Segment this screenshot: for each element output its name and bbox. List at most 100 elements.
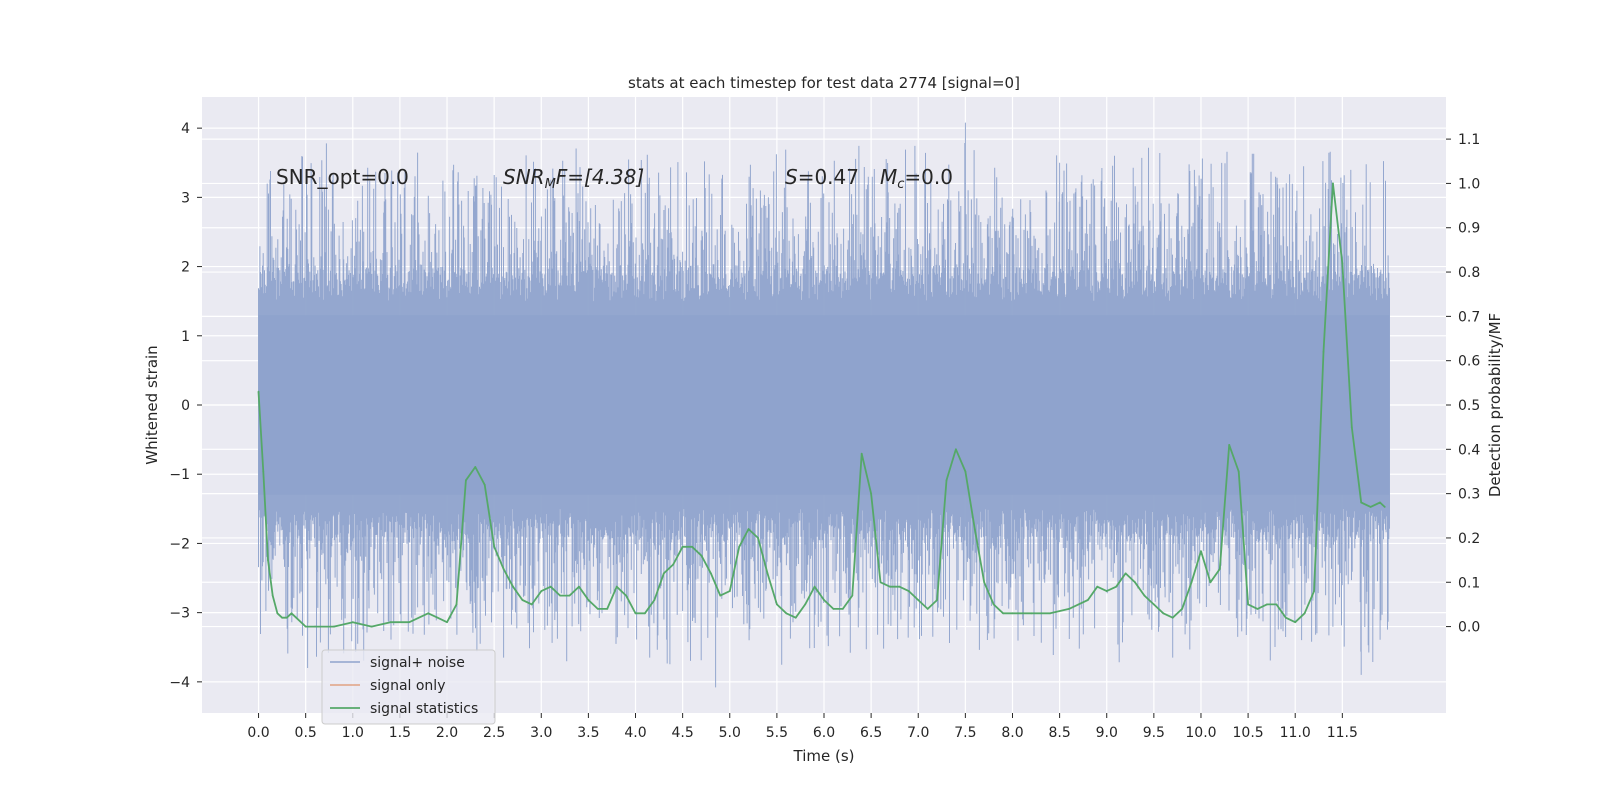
legend-box: [321, 649, 496, 725]
y-right-axis-label: Detection probability/MF: [1486, 313, 1504, 497]
x-axis-label: Time (s): [793, 747, 855, 765]
y-right-tick-label: 0.2: [1458, 531, 1480, 547]
signal-statistics-series: [257, 182, 1386, 628]
signal-statistics-point: [1266, 603, 1268, 606]
signal-statistics-point: [1383, 506, 1386, 508]
y-left-tick-label: −2: [169, 536, 190, 552]
signal-statistics-point: [276, 612, 279, 615]
signal-statistics-point: [1143, 594, 1146, 597]
signal-statistics-point: [464, 479, 467, 482]
signal-statistics-point: [973, 528, 976, 530]
x-tick-label: 8.0: [1001, 725, 1023, 741]
signal-statistics-point: [257, 390, 260, 393]
signal-statistics-point: [1379, 501, 1381, 504]
signal-statistics-point: [1030, 612, 1033, 615]
x-tick-label: 5.0: [719, 725, 741, 741]
annotation-snr-mf: SNRMF=[4.38]: [503, 165, 644, 192]
signal-statistics-point: [455, 603, 458, 606]
signal-statistics-point: [625, 594, 627, 597]
signal-statistics-point: [917, 599, 920, 601]
signal-statistics-point: [1369, 506, 1372, 508]
signal-statistics-point: [851, 594, 854, 597]
signal-statistics-point: [389, 621, 392, 624]
signal-statistics-point: [370, 625, 373, 628]
signal-statistics-point: [719, 594, 722, 597]
y-left-tick-label: 3: [181, 190, 190, 206]
x-tick-label: 9.0: [1096, 725, 1118, 741]
signal-statistics-point: [1002, 612, 1004, 615]
signal-statistics-point: [889, 585, 891, 588]
signal-statistics-point: [446, 621, 448, 624]
signal-statistics-point: [992, 603, 995, 606]
signal-statistics-point: [634, 612, 637, 615]
signal-statistics-point: [879, 581, 882, 584]
signal-statistics-point: [926, 607, 929, 610]
signal-statistics-point: [587, 599, 590, 601]
signal-statistics-point: [502, 568, 505, 570]
signal-statistics-point: [1350, 426, 1353, 429]
signal-statistics-point: [898, 585, 901, 588]
signal-statistics-point: [483, 483, 486, 486]
mc-symbol: M: [880, 165, 897, 189]
signal-statistics-point: [700, 554, 703, 557]
signal-statistics-point: [1294, 621, 1297, 624]
signal-statistics-point: [530, 603, 533, 606]
x-tick-label: 11.5: [1327, 725, 1358, 741]
signal-statistics-point: [785, 612, 788, 615]
signal-statistics-point: [794, 616, 797, 619]
signal-statistics-point: [907, 590, 910, 593]
signal-noise-series: [258, 122, 1390, 688]
signal-statistics-point: [1152, 603, 1155, 606]
x-tick-label: 10.0: [1185, 725, 1216, 741]
signal-statistics-point: [474, 466, 477, 468]
signal-statistics-point: [832, 607, 835, 610]
signal-statistics-point: [662, 572, 665, 575]
signal-statistics-point: [578, 585, 580, 588]
x-tick-label: 0.5: [295, 725, 317, 741]
snr-mf-value: F=[4.38]: [556, 165, 644, 189]
signal-statistics-point: [841, 607, 844, 610]
legend-label-signal-only: signal only: [370, 678, 445, 694]
signal-statistics-point: [1077, 603, 1080, 606]
y-right-tick-label: 0.6: [1458, 354, 1480, 370]
y-right-tick-label: 0.5: [1458, 398, 1480, 414]
y-right-tick-label: 0.1: [1458, 575, 1480, 591]
signal-statistics-point: [738, 545, 741, 548]
signal-statistics-point: [1256, 607, 1259, 610]
mc-value: =0.0: [904, 165, 953, 189]
x-tick-label: 0.0: [247, 725, 269, 741]
signal-statistics-point: [271, 594, 274, 597]
signal-statistics-point: [1049, 612, 1052, 615]
signal-statistics-point: [493, 545, 496, 548]
signal-statistics-point: [1209, 581, 1212, 584]
x-tick-label: 8.5: [1048, 725, 1070, 741]
signal-statistics-point: [691, 545, 693, 548]
signal-statistics-point: [747, 528, 750, 530]
y-left-tick-label: −3: [169, 606, 190, 622]
signal-statistics-point: [964, 470, 967, 473]
signal-statistics-point: [540, 590, 543, 593]
y-left-axis-ticks: −4 −3 −2 −1 0 1 2 3 4: [169, 121, 202, 691]
chart-title: stats at each timestep for test data 277…: [628, 74, 1020, 92]
signal-statistics-point: [333, 625, 335, 628]
x-tick-label: 4.5: [672, 725, 694, 741]
signal-statistics-point: [436, 616, 439, 619]
x-tick-label: 5.5: [766, 725, 788, 741]
signal-statistics-point: [1275, 603, 1278, 606]
signal-statistics-point: [681, 545, 684, 548]
y-left-axis-label: Whitened strain: [143, 345, 161, 464]
x-tick-label: 7.5: [954, 725, 976, 741]
signal-statistics-point: [351, 621, 354, 624]
snr-mf-subscript: M: [545, 177, 556, 192]
x-axis-ticks: 0.0 0.5 1.0 1.5 2.0 2.5 3.0 3.5 4.0 4.5 5.0 5.5 6.0 6…: [247, 713, 1358, 741]
x-tick-label: 3.5: [577, 725, 599, 741]
annotation-snr-opt: SNR_opt=0.0: [276, 165, 409, 189]
x-tick-label: 2.5: [483, 725, 505, 741]
x-tick-label: 6.0: [813, 725, 835, 741]
y-right-tick-label: 1.1: [1458, 132, 1480, 148]
x-tick-label: 4.0: [624, 725, 646, 741]
signal-statistics-point: [1171, 616, 1174, 619]
x-tick-label: 1.5: [389, 725, 411, 741]
signal-statistics-point: [1237, 470, 1240, 473]
